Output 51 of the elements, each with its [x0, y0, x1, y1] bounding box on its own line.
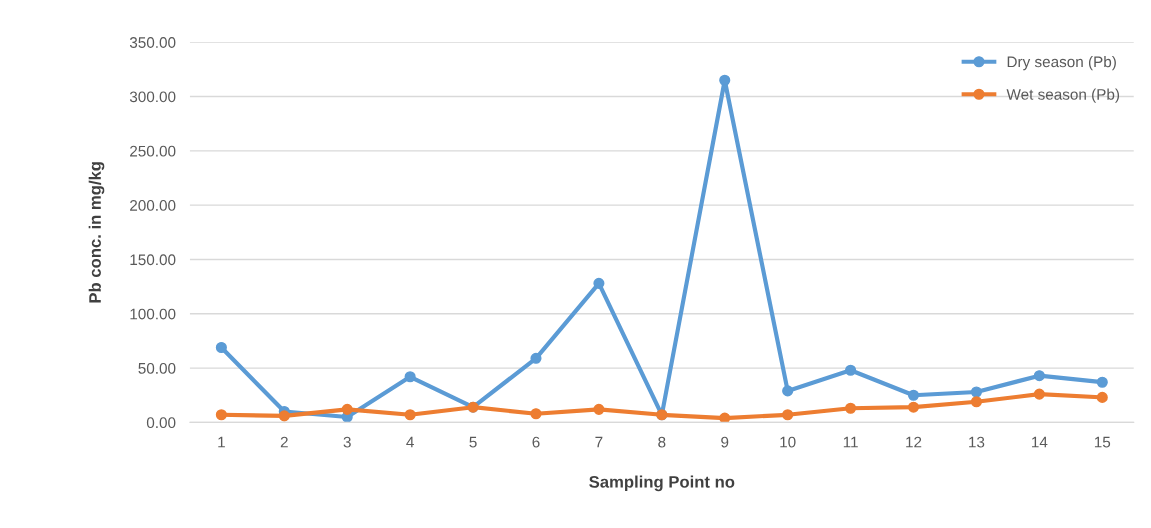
x-tick-label: 15	[1094, 436, 1111, 448]
x-tick-label: 6	[532, 436, 540, 448]
point	[1096, 391, 1108, 403]
point	[782, 409, 794, 421]
point	[1096, 376, 1108, 388]
point	[719, 412, 731, 423]
x-tick-label: 2	[280, 436, 288, 448]
x-tick-label: 7	[595, 436, 603, 448]
x-tick-label: 13	[969, 436, 985, 448]
point	[530, 408, 542, 420]
x-tick-label: 3	[343, 436, 351, 448]
y-tick-label: 250.00	[130, 145, 176, 157]
point	[970, 396, 982, 408]
point	[593, 403, 605, 415]
point	[719, 74, 731, 86]
y-tick-label: 100.00	[130, 308, 176, 320]
legend-label: Wet season (Pb)	[1006, 88, 1120, 103]
y-tick-label: 0.00	[146, 417, 176, 429]
point	[404, 409, 416, 421]
y-tick-label: 300.00	[129, 91, 176, 103]
point	[1033, 388, 1045, 400]
x-tick-label: 12	[906, 436, 922, 448]
x-tick-label: 9	[721, 436, 729, 448]
point	[845, 402, 857, 414]
x-tick-label: 1	[218, 436, 225, 448]
point	[530, 352, 542, 364]
point	[970, 386, 982, 398]
point	[845, 364, 857, 376]
point	[782, 385, 794, 397]
y-tick-label: 200.00	[130, 200, 176, 211]
point	[907, 401, 920, 413]
point	[341, 403, 353, 415]
y-tick-label: 50.00	[138, 362, 176, 374]
point	[278, 410, 290, 422]
legend-label: Dry season (Pb)	[1007, 55, 1116, 71]
x-axis-title: Sampling Point no	[589, 475, 735, 492]
x-tick-label: 4	[406, 436, 414, 448]
x-tick-label: 14	[1032, 436, 1048, 448]
point	[215, 409, 227, 421]
point	[593, 277, 605, 289]
x-tick-label: 5	[469, 436, 477, 448]
y-tick-label: 150.00	[130, 254, 176, 266]
point	[1033, 370, 1045, 382]
y-tick-label: 350.00	[129, 37, 176, 48]
x-tick-label: 11	[843, 436, 858, 448]
y-axis-title: Pb conc. in mg/kg	[88, 162, 105, 303]
point	[215, 341, 227, 354]
point	[907, 389, 920, 401]
x-tick-label: 8	[658, 436, 666, 448]
point	[404, 371, 416, 383]
x-tick-label: 10	[780, 436, 796, 448]
